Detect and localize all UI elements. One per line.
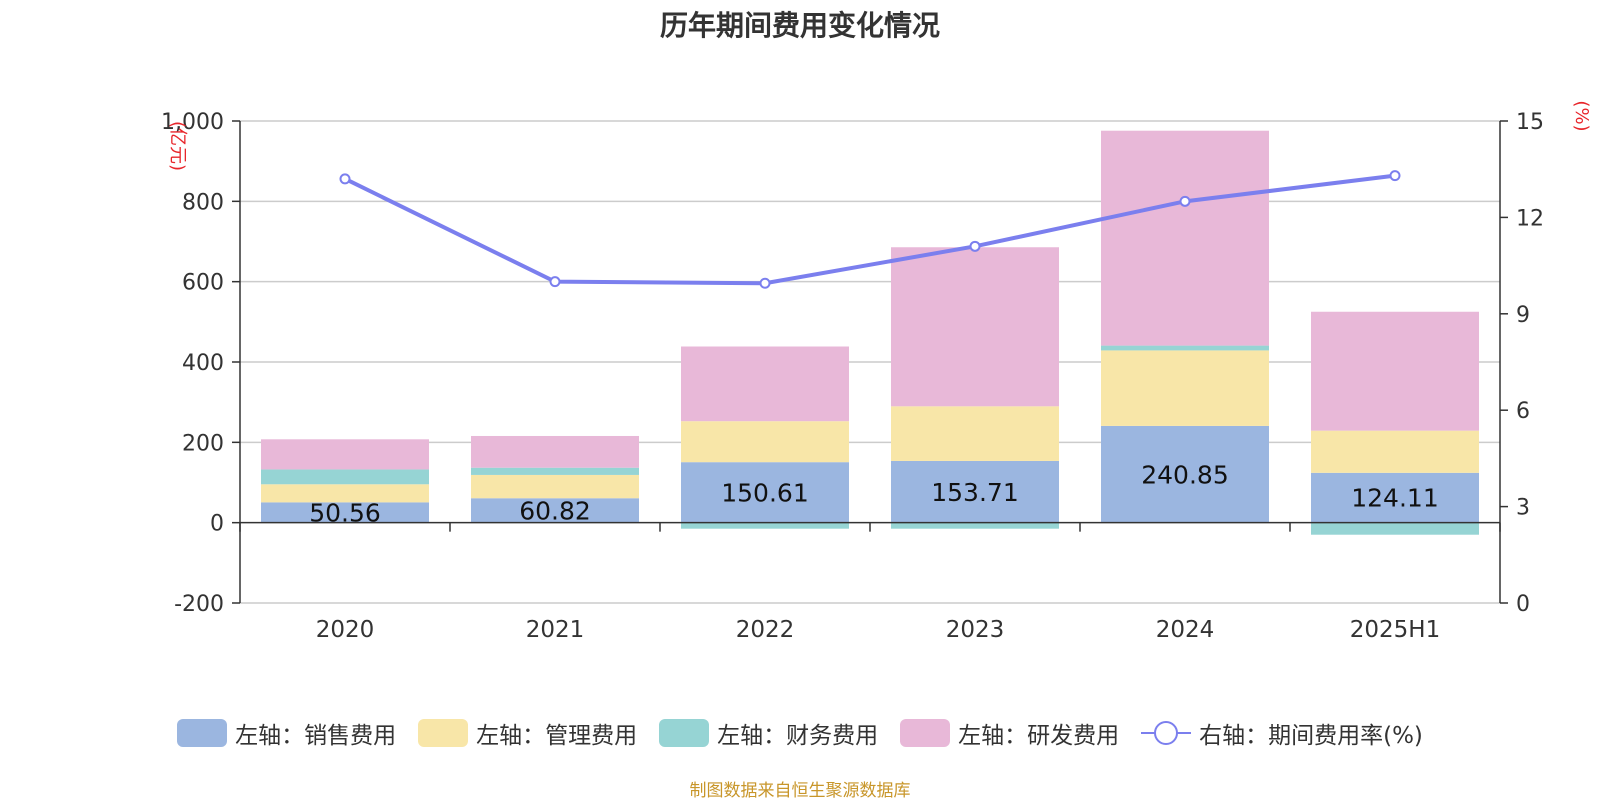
line-point xyxy=(969,240,981,252)
line-point xyxy=(759,277,771,289)
x-axis-tick-label: 2021 xyxy=(526,617,585,643)
x-axis-tick-label: 2020 xyxy=(316,617,375,643)
left-axis-tick-label: -200 xyxy=(174,592,224,617)
chart-title: 历年期间费用变化情况 xyxy=(659,9,940,42)
bar-segment xyxy=(1311,472,1479,523)
legend-swatch xyxy=(900,719,951,747)
bar-segment xyxy=(1101,345,1269,351)
left-axis-tick-label: 600 xyxy=(182,271,224,296)
legend-item[interactable]: 右轴：期间费用率(%) xyxy=(1141,716,1423,750)
x-axis-tick-label: 2023 xyxy=(946,617,1005,643)
left-axis-tick-label: 1,000 xyxy=(161,110,224,135)
axes: -200 0 200 400 600 800 1,000 0 3 6 9 12 15 (亿元) (%) 202… xyxy=(161,100,1592,643)
bar-segment xyxy=(891,460,1059,523)
bar-series xyxy=(261,130,1479,535)
legend-item[interactable]: 左轴：管理费用 xyxy=(418,716,637,750)
data-label: 240.85 xyxy=(1141,460,1228,489)
left-axis-tick-label: 800 xyxy=(182,190,224,215)
source-note: 制图数据来自恒生聚源数据库 xyxy=(689,781,911,801)
bar-segment xyxy=(1101,425,1269,523)
bar-segment xyxy=(471,435,639,468)
bar-segment xyxy=(1311,311,1479,431)
legend-label: 左轴：研发费用 xyxy=(958,723,1120,749)
bar-segment xyxy=(1311,430,1479,473)
bar-segment xyxy=(891,406,1059,461)
legend-label: 左轴：财务费用 xyxy=(717,723,879,749)
left-axis-tick-label: 0 xyxy=(210,512,224,537)
x-axis-tick-label: 2022 xyxy=(736,617,795,643)
right-axis-tick-label: 3 xyxy=(1516,496,1530,521)
legend-label: 左轴：管理费用 xyxy=(476,723,638,749)
bar-segment xyxy=(681,522,849,529)
gridlines xyxy=(240,120,1500,604)
legend-swatch xyxy=(418,719,469,747)
legend-item[interactable]: 左轴：财务费用 xyxy=(659,716,878,750)
chart-area: -200 0 200 400 600 800 1,000 0 3 6 9 12 15 (亿元) (%) 202… xyxy=(161,100,1592,643)
legend-line-swatch xyxy=(1141,721,1192,745)
bar-segment xyxy=(261,484,429,503)
left-axis-tick-label: 200 xyxy=(182,431,224,456)
bar-segment xyxy=(681,421,849,463)
bar-segment xyxy=(471,467,639,475)
bar-segment xyxy=(471,498,639,523)
right-axis-tick-label: 15 xyxy=(1516,110,1544,135)
data-label: 153.71 xyxy=(931,478,1018,507)
legend-swatch xyxy=(659,719,710,747)
data-label: 150.61 xyxy=(721,478,808,507)
bar-segment xyxy=(1101,130,1269,346)
bar-segment xyxy=(1101,350,1269,426)
bar-segment xyxy=(261,502,429,523)
bar-segment xyxy=(681,346,849,422)
bar-segment xyxy=(261,469,429,485)
line-series xyxy=(339,170,1401,289)
left-axis-tick-label: 400 xyxy=(182,351,224,376)
right-axis-unit: (%) xyxy=(1571,100,1592,131)
left-axis-unit: (亿元) xyxy=(167,121,188,171)
bar-segment xyxy=(1311,522,1479,535)
bar-segment xyxy=(471,474,639,499)
x-axis-tick-label: 2025H1 xyxy=(1350,617,1440,643)
data-label: 60.82 xyxy=(519,496,591,525)
line-point xyxy=(1389,170,1401,182)
bar-segment xyxy=(681,462,849,523)
right-axis-tick-label: 0 xyxy=(1516,592,1530,617)
right-axis-tick-label: 6 xyxy=(1516,399,1530,424)
legend-item[interactable]: 左轴：销售费用 xyxy=(177,716,396,750)
legend: 左轴：销售费用 左轴：管理费用 左轴：财务费用 左轴：研发费用 右轴：期间费用率(%) xyxy=(0,716,1600,750)
legend-swatch xyxy=(177,719,228,747)
data-label: 50.56 xyxy=(309,499,381,528)
right-axis-tick-label: 12 xyxy=(1516,206,1544,231)
bar-segment xyxy=(891,522,1059,529)
right-axis-tick-label: 9 xyxy=(1516,303,1530,328)
bar-segment xyxy=(891,247,1059,407)
legend-label: 左轴：销售费用 xyxy=(235,723,397,749)
data-label: 124.11 xyxy=(1351,484,1438,513)
line-point xyxy=(339,173,351,185)
data-labels: 50.56 60.82 150.61 153.71 240.85 124.11 xyxy=(309,460,1439,527)
line-point xyxy=(1179,195,1191,207)
bar-segment xyxy=(261,439,429,470)
x-axis-tick-label: 2024 xyxy=(1156,617,1215,643)
line-series-path xyxy=(344,173,1396,286)
legend-item[interactable]: 左轴：研发费用 xyxy=(900,716,1119,750)
legend-label: 右轴：期间费用率(%) xyxy=(1199,723,1423,749)
line-point xyxy=(549,276,561,288)
